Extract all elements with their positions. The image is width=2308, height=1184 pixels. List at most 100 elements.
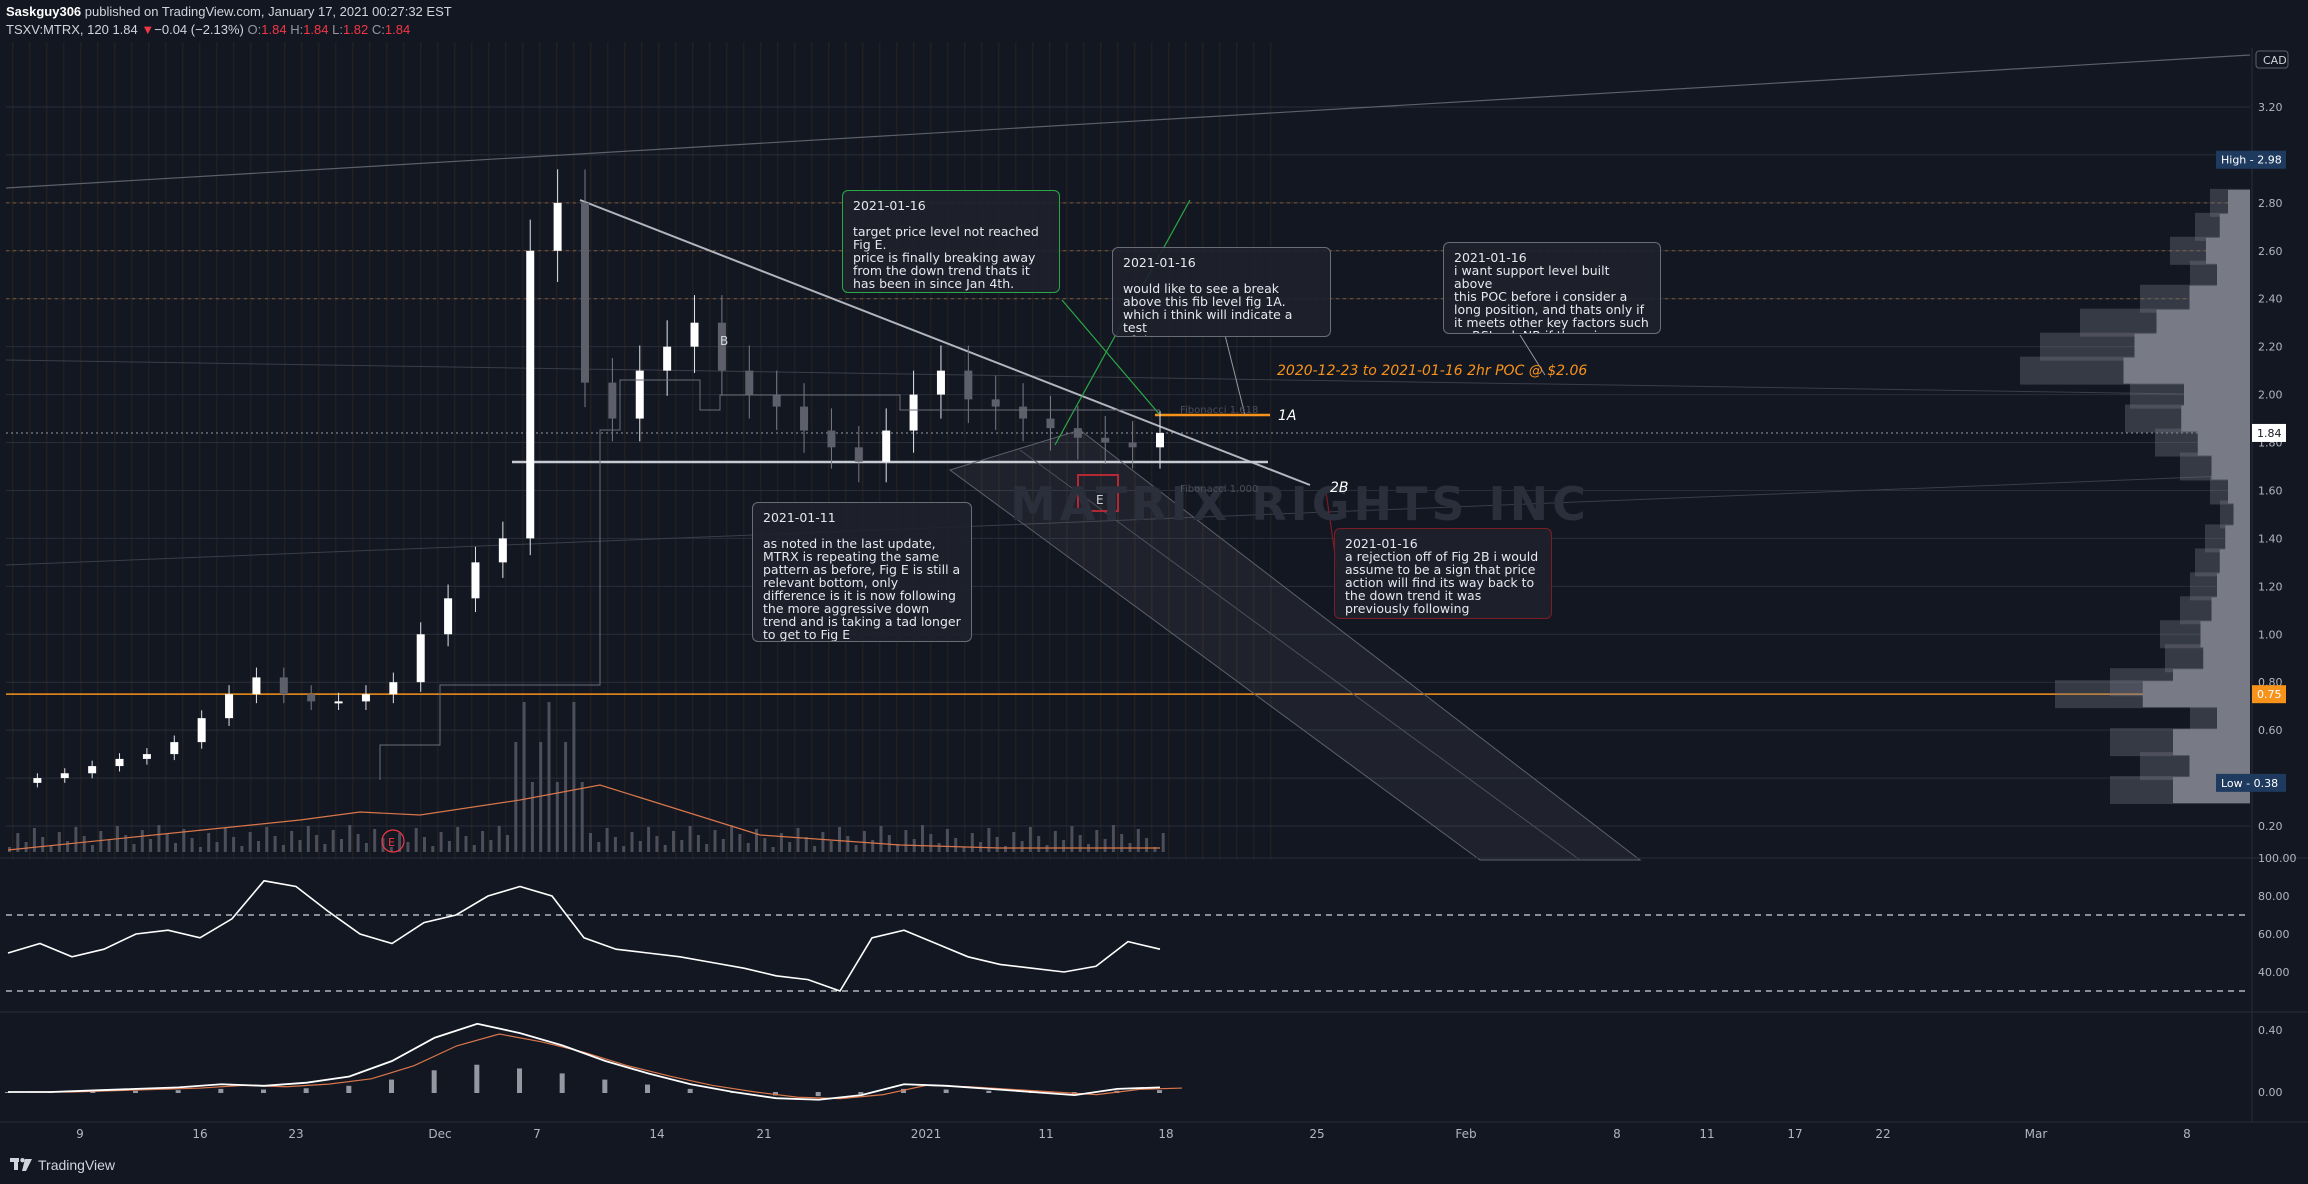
time-tick-label: 17	[1787, 1127, 1802, 1141]
volume-bar	[1053, 831, 1057, 852]
time-band	[301, 42, 303, 860]
volume-bar	[1012, 832, 1016, 852]
rsi-tick-label: 100.00	[2258, 852, 2297, 865]
time-band	[386, 42, 388, 860]
time-band	[658, 42, 660, 860]
macd-histogram-bar	[218, 1088, 224, 1093]
time-band	[964, 42, 966, 860]
volume-profile-bar-inner	[2217, 705, 2250, 732]
volume-bar	[779, 833, 783, 852]
volume-bar	[887, 835, 891, 852]
candle-body	[252, 677, 261, 695]
time-band	[811, 42, 813, 860]
time-band	[369, 42, 371, 860]
volume-bar	[796, 828, 800, 852]
volume-bar	[1078, 835, 1082, 852]
volume-bar	[124, 835, 128, 852]
volume-bar	[447, 841, 451, 852]
price-tick-label: 2.60	[2258, 245, 2283, 258]
volume-bar	[1145, 838, 1149, 852]
symbol-name[interactable]: TSXV:MTRX, 120	[6, 22, 109, 37]
volume-bar	[431, 846, 435, 852]
volume-bar	[987, 828, 991, 852]
volume-profile-bar-inner	[2197, 429, 2250, 456]
macd-histogram-bar	[431, 1070, 437, 1093]
macd-histogram-bar	[1157, 1090, 1162, 1093]
macd-histogram-bar	[303, 1088, 309, 1093]
volume-bar	[589, 833, 592, 852]
volume-bar	[174, 843, 177, 852]
macd-histogram-bar	[602, 1079, 608, 1093]
note-fib-1a[interactable]: 2021-01-16 would like to see a break abo…	[1112, 247, 1331, 337]
volume-bar	[597, 842, 601, 852]
price-tick-label: 2.80	[2258, 197, 2283, 210]
time-band	[250, 42, 252, 860]
trend-drawings[interactable]	[5, 54, 2251, 861]
low-label: L:	[332, 22, 343, 37]
time-band	[709, 42, 711, 860]
time-band	[828, 42, 830, 860]
volume-bar	[356, 834, 360, 852]
candle-body	[1101, 437, 1110, 443]
volume-bar	[1136, 829, 1140, 852]
volume-bar	[730, 825, 734, 852]
volume-bar	[497, 826, 501, 852]
volume-bar	[788, 842, 792, 852]
volume-bar	[481, 831, 485, 852]
volume-bar	[364, 843, 368, 852]
candle-body	[635, 370, 644, 419]
time-band	[556, 42, 558, 860]
volume-bar	[16, 833, 20, 852]
time-tick-label: 14	[649, 1127, 664, 1141]
volume-bar	[630, 832, 634, 852]
tradingview-logo[interactable]: TradingView	[10, 1155, 115, 1175]
logo-text: TradingView	[38, 1157, 116, 1173]
volume-bar	[862, 831, 866, 852]
volume-bar	[74, 827, 78, 852]
time-band	[505, 42, 507, 860]
note-pattern-repeat[interactable]: 2021-01-11 as noted in the last update, …	[752, 502, 972, 642]
candle-body	[444, 598, 453, 635]
volume-profile	[2020, 188, 2250, 805]
volume-bar	[1095, 830, 1099, 852]
volume-bar	[688, 826, 692, 852]
volume-profile-bar-inner	[2219, 549, 2250, 576]
time-band	[335, 42, 337, 860]
note-poc-support[interactable]: 2021-01-16 i want support level built ab…	[1443, 242, 1661, 334]
time-band	[199, 42, 201, 860]
candle-body	[170, 742, 179, 755]
time-band	[692, 42, 694, 860]
volume-bar	[398, 833, 402, 852]
candle-body	[60, 773, 69, 779]
fig-e-label: E	[1096, 493, 1104, 507]
chart-text-labels: MATRIX RIGHTS INC 2020-12-23 to 2021-01-…	[388, 334, 1587, 849]
volume-bar	[414, 828, 418, 852]
time-band	[1270, 42, 1272, 860]
author-name[interactable]: Saskguy306	[6, 4, 82, 19]
time-band	[233, 42, 235, 860]
poc-range-label: 2020-12-23 to 2021-01-16 2hr POC @ $2.06	[1277, 363, 1587, 379]
time-band	[879, 42, 881, 860]
note-pointer-poc	[1519, 334, 1546, 376]
volume-bar	[298, 840, 302, 852]
currency-badge	[2255, 50, 2289, 69]
volume-bar	[838, 827, 841, 852]
candle-body	[526, 250, 535, 539]
volume-bar	[970, 833, 974, 852]
note-rejection-2b[interactable]: 2021-01-16 a rejection off of Fig 2B i w…	[1334, 528, 1552, 619]
note-fig-e-target[interactable]: 2021-01-16 target price level not reache…	[842, 190, 1060, 293]
volume-bar	[57, 832, 61, 852]
volume-bar	[937, 843, 941, 852]
fig-e-circle	[381, 829, 405, 853]
candle-body	[307, 694, 316, 702]
volume-bar	[746, 843, 750, 852]
candle-body	[936, 370, 945, 395]
volume-bar	[547, 702, 551, 852]
volume-bar	[306, 826, 310, 852]
volume-profile-bar-inner	[2200, 621, 2250, 648]
volume-bar	[555, 782, 559, 852]
volume-profile-bar-inner	[2189, 285, 2250, 312]
volume-bar	[846, 836, 850, 852]
candle-body	[334, 701, 343, 704]
